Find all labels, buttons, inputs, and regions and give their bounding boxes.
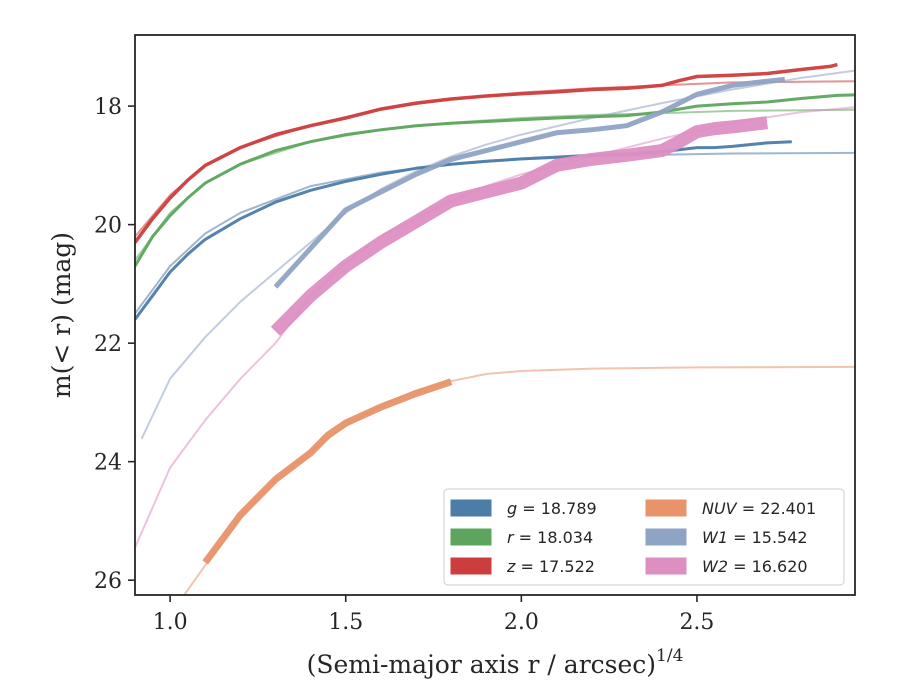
x-axis-title-main: (Semi-major axis r / arcsec) [307, 650, 656, 679]
series-line-g [135, 140, 792, 321]
legend-value: = 18.789 [517, 499, 597, 518]
x-axis: 1.0 1.5 2.0 2.5 [153, 595, 714, 635]
legend-label-r: r = 18.034 [507, 528, 593, 547]
legend-label-g: g = 18.789 [507, 499, 597, 518]
legend-value: = 18.034 [514, 528, 594, 547]
plot-frame [134, 34, 856, 596]
legend-var: W1 [702, 528, 728, 547]
series-line-w1 [273, 76, 786, 289]
series-line-w2 [270, 116, 768, 336]
model-line-z [135, 80, 855, 238]
legend-var: NUV [702, 499, 738, 518]
legend-var: W2 [702, 557, 728, 576]
x-tick-label: 1.0 [153, 610, 188, 635]
x-tick-label: 1.5 [328, 610, 363, 635]
legend-var: g [507, 499, 517, 518]
y-tick-label: 26 [94, 569, 122, 594]
legend-value: = 16.620 [728, 557, 808, 576]
legend-swatch-z [450, 557, 492, 575]
legend-value: = 22.401 [737, 499, 817, 518]
legend-value: = 17.522 [515, 557, 595, 576]
legend-label-w2: W2 = 16.620 [702, 557, 808, 576]
legend-swatch-r [450, 528, 492, 546]
legend-label-nuv: NUV = 22.401 [702, 499, 816, 518]
y-tick-label: 18 [94, 95, 122, 120]
y-tick-label: 20 [94, 214, 122, 239]
legend-var: r [507, 528, 515, 547]
legend-swatch-g [450, 499, 492, 517]
series-line-r [135, 93, 855, 267]
x-tick-label: 2.0 [504, 610, 539, 635]
legend-var: z [506, 557, 516, 576]
model-line-w2 [135, 106, 855, 549]
x-tick-label: 2.5 [679, 610, 714, 635]
legend-value: = 15.542 [728, 528, 808, 547]
series-line-z [135, 62, 838, 244]
series-line-nuv [202, 378, 453, 565]
legend-box [443, 488, 845, 586]
y-axis: 18 20 22 24 26 [94, 95, 135, 594]
y-tick-label: 24 [94, 451, 122, 476]
model-line-g [135, 151, 855, 315]
legend-label-w1: W1 = 15.542 [702, 528, 808, 547]
x-axis-title-sup: 1/4 [656, 646, 683, 666]
legend-label-z: z = 17.522 [506, 557, 595, 576]
legend-swatch-nuv [645, 499, 687, 517]
y-tick-label: 22 [94, 332, 122, 357]
y-axis-title: m(< r) (mag) [47, 232, 76, 398]
data-curves [135, 62, 855, 565]
legend-swatch-w2 [645, 557, 687, 575]
legend-swatch-w1 [645, 528, 687, 546]
x-axis-title: (Semi-major axis r / arcsec)1/4 [307, 646, 684, 679]
